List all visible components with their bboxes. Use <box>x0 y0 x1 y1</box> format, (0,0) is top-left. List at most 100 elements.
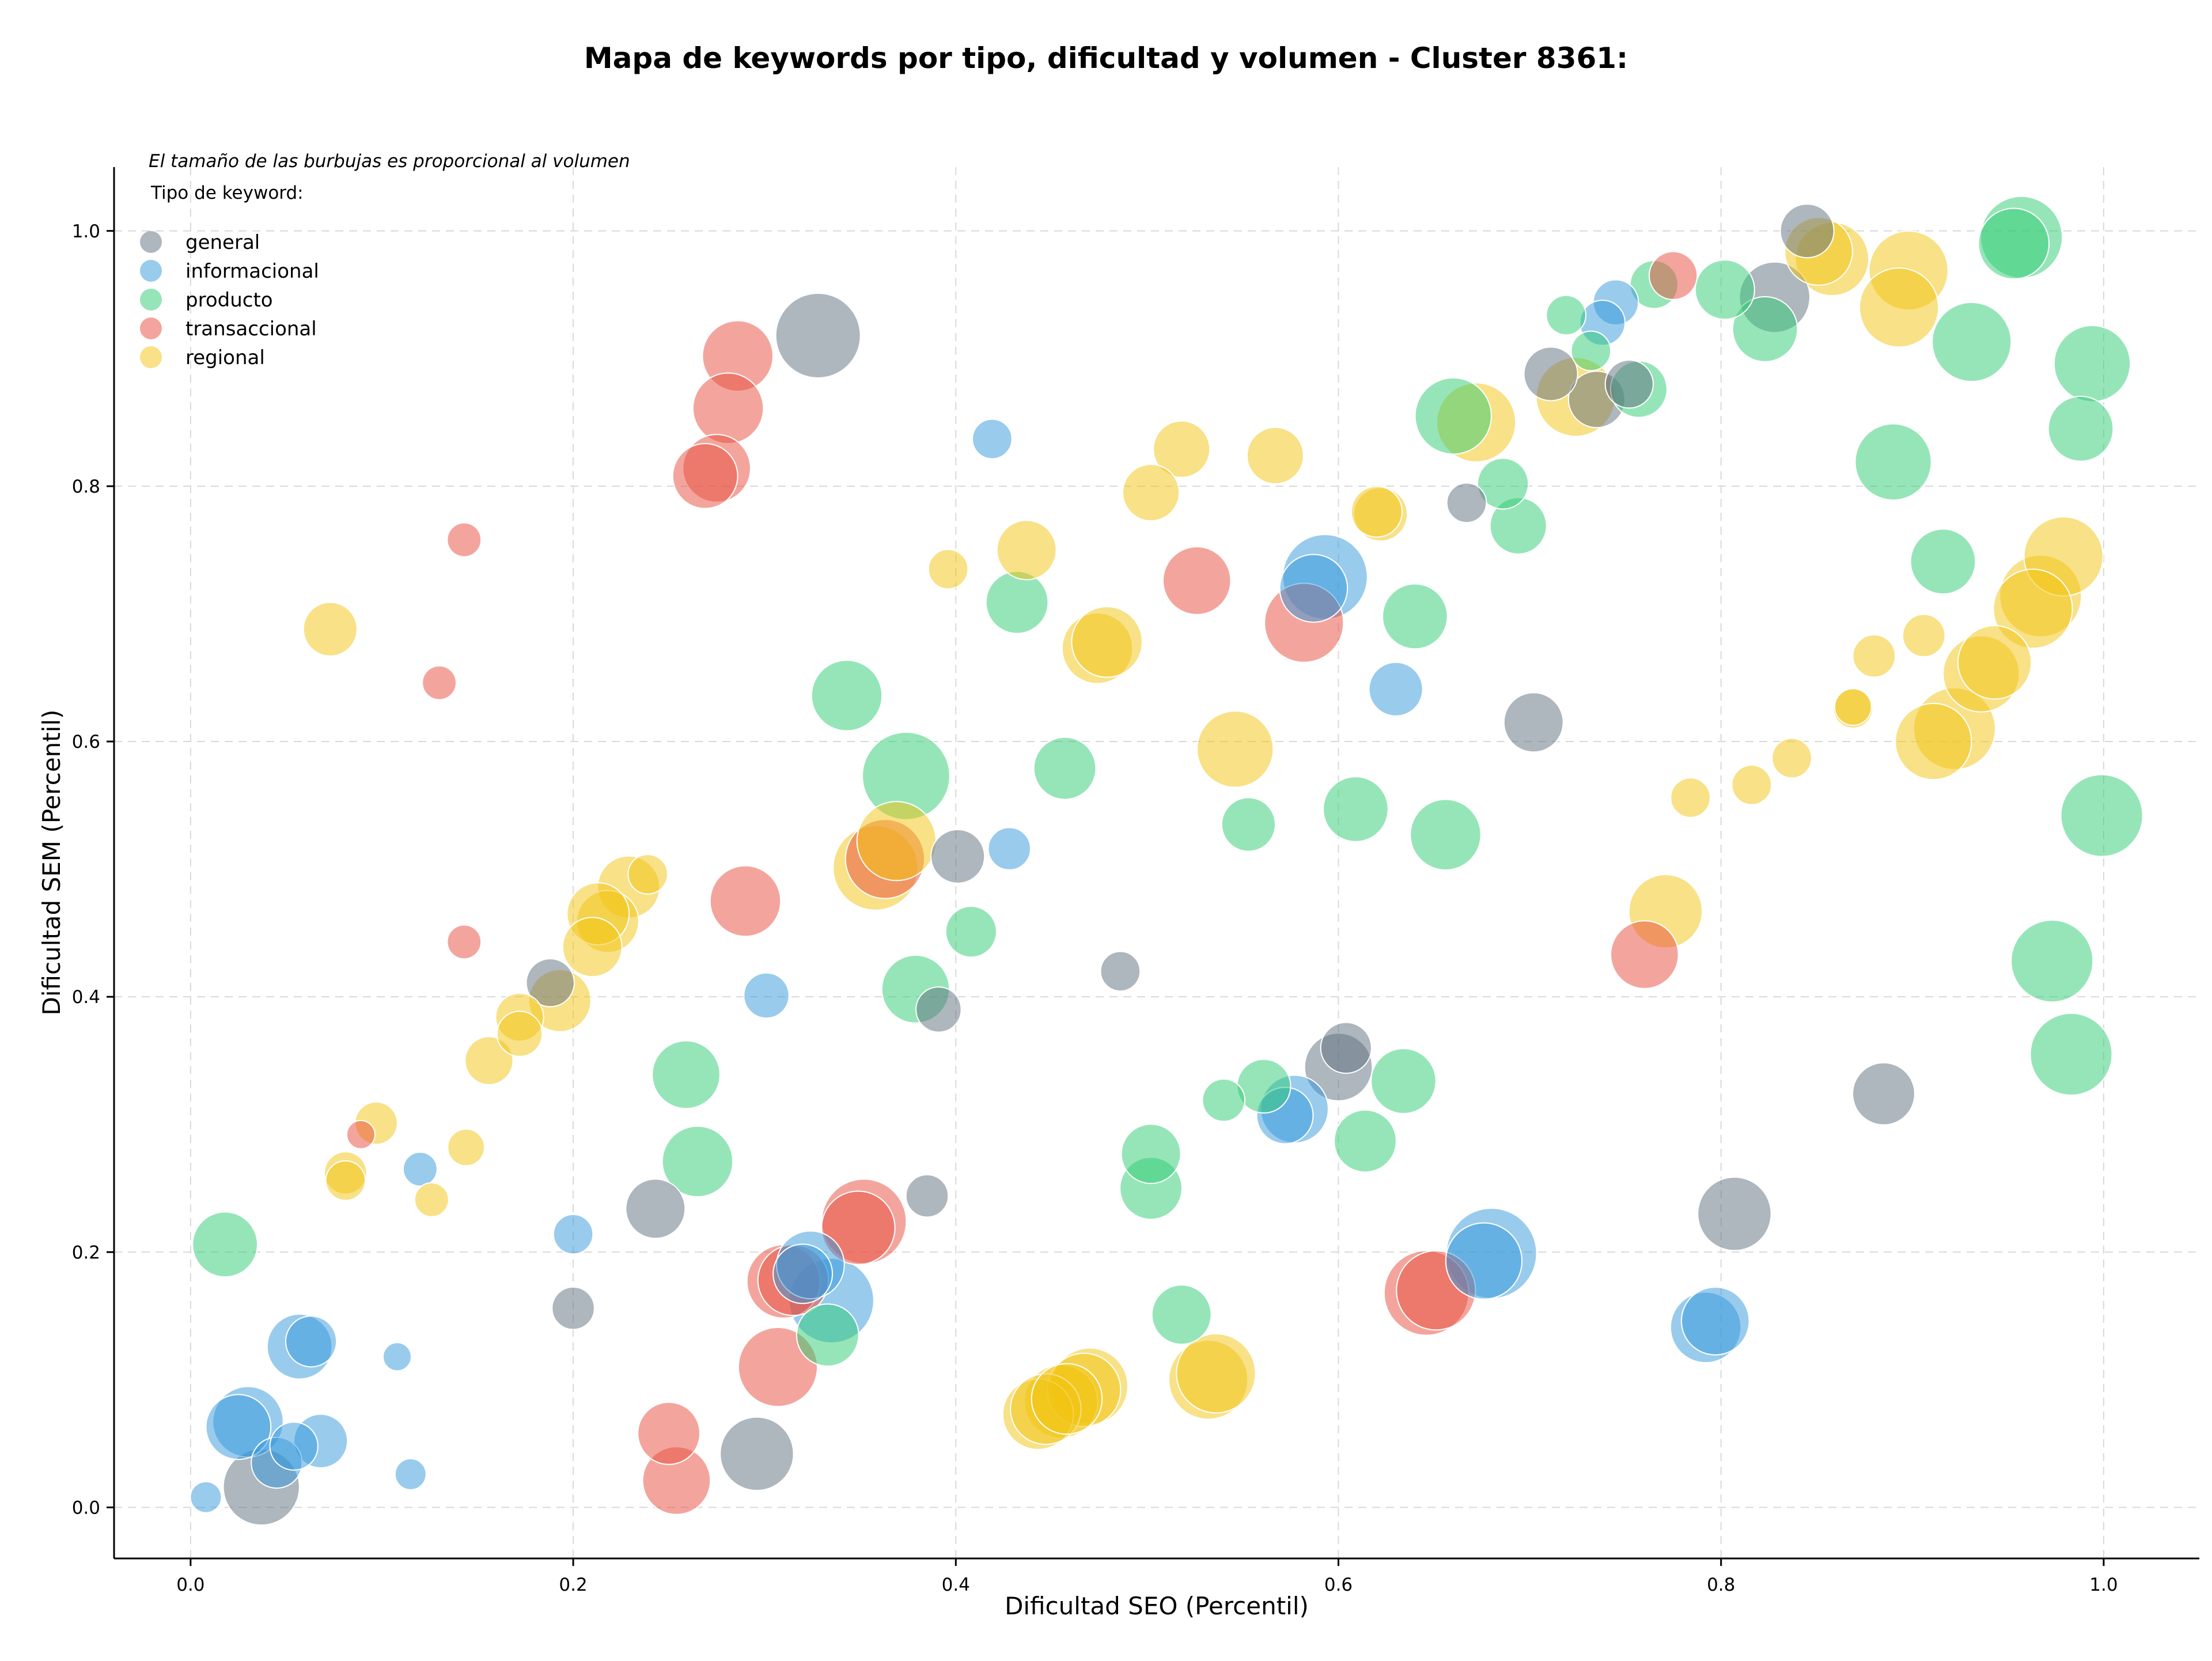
bubble-regional <box>1902 614 1946 657</box>
bubble-regional <box>1834 688 1872 727</box>
legend-marker-informacional <box>140 260 162 282</box>
bubble-general <box>1697 1176 1772 1251</box>
bubble-producto <box>1221 797 1276 852</box>
bubble-informacional <box>772 1243 834 1304</box>
legend-marker-producto <box>140 289 162 311</box>
bubble-producto <box>1236 1058 1291 1114</box>
bubble-general <box>625 1178 686 1239</box>
bubble-regional <box>1153 420 1211 478</box>
bubble-producto <box>810 660 883 732</box>
x-tick-label: 0.4 <box>942 1575 970 1595</box>
bubble-regional <box>1176 1333 1256 1414</box>
legend-label-informacional: informacional <box>185 260 319 283</box>
bubble-informacional <box>1445 1222 1523 1300</box>
bubble-general <box>1100 951 1141 992</box>
bubble-producto <box>1570 330 1612 372</box>
legend-label-regional: regional <box>185 346 265 369</box>
bubble-regional <box>1993 568 2073 649</box>
bubble-informacional <box>205 1394 272 1461</box>
bubble-informacional <box>394 1458 427 1490</box>
bubble-transaccional <box>446 522 482 558</box>
bubble-informacional <box>382 1342 412 1372</box>
bubble-producto <box>2047 395 2114 462</box>
bubble-regional <box>1031 1363 1103 1435</box>
legend-label-transaccional: transaccional <box>185 317 317 340</box>
legend-marker-general <box>140 231 162 253</box>
y-tick-label: 0.8 <box>72 476 100 497</box>
bubble-producto <box>945 906 997 958</box>
bubble-transaccional <box>1649 251 1698 300</box>
bubble-regional <box>996 520 1057 581</box>
bubble-informacional <box>285 1315 338 1368</box>
bubble-producto <box>2060 774 2143 857</box>
bubble-transaccional <box>422 665 457 701</box>
bubble-regional <box>302 601 358 657</box>
x-tick-label: 1.0 <box>2089 1575 2118 1595</box>
y-tick-label: 0.0 <box>72 1497 100 1518</box>
bubble-regional <box>1670 777 1711 818</box>
bubble-informacional <box>1680 1287 1750 1356</box>
bubble-producto <box>1033 736 1097 800</box>
bubble-general <box>775 292 861 379</box>
bubble-informacional <box>1368 661 1423 717</box>
bubble-general <box>1320 1021 1372 1074</box>
bubble-layer <box>190 195 2143 1526</box>
bubble-general <box>1779 203 1835 259</box>
bubble-informacional <box>190 1481 222 1514</box>
bubble-transaccional <box>1610 920 1679 989</box>
bubble-producto <box>652 1040 721 1110</box>
bubble-transaccional <box>446 924 482 960</box>
bubble-producto <box>1694 259 1755 320</box>
bubble-regional <box>1771 737 1812 779</box>
bubble-general <box>930 828 986 884</box>
x-tick-label: 0.2 <box>559 1575 587 1595</box>
bubble-regional <box>627 854 668 895</box>
bubble-general <box>525 958 575 1008</box>
bubble-transaccional <box>1162 546 1232 615</box>
bubble-producto <box>1381 583 1448 650</box>
bubble-general <box>551 1286 595 1330</box>
bubble-general <box>1852 1062 1915 1126</box>
bubble-regional <box>1350 486 1403 538</box>
bubble-size-note: El tamaño de las burbujas es proporciona… <box>149 151 630 172</box>
bubble-general <box>1503 692 1564 753</box>
bubble-producto <box>1370 1048 1437 1114</box>
bubble-transaccional <box>692 372 764 444</box>
bubble-producto <box>1732 296 1798 362</box>
bubble-regional <box>325 1160 366 1201</box>
y-tick-label: 0.6 <box>72 732 100 752</box>
bubble-producto <box>1978 207 2050 280</box>
bubble-regional <box>1246 426 1304 485</box>
legend-items: general informacional producto transacciona… <box>140 231 319 369</box>
bubble-informacional <box>743 972 790 1019</box>
legend: Tipo de keyword: general informacional pro… <box>140 183 319 369</box>
bubble-producto <box>985 570 1049 634</box>
bubble-producto <box>1120 1123 1181 1185</box>
bubble-transaccional <box>821 1190 896 1265</box>
bubble-regional <box>856 801 937 881</box>
bubble-producto <box>2010 920 2094 1003</box>
bubble-regional <box>1731 765 1772 805</box>
bubble-regional <box>1858 267 1940 348</box>
bubble-informacional <box>972 418 1013 460</box>
bubble-general <box>1446 482 1487 524</box>
bubble-regional <box>927 548 969 590</box>
bubble-producto <box>661 1125 734 1198</box>
bubble-transaccional <box>637 1401 701 1465</box>
legend-label-producto: producto <box>185 289 273 312</box>
bubble-producto <box>1334 1109 1397 1173</box>
bubble-regional <box>1071 606 1143 678</box>
legend-marker-regional <box>140 346 162 368</box>
bubble-informacional <box>269 1421 319 1471</box>
x-tick-label: 0.0 <box>176 1575 204 1595</box>
bubble-regional <box>1122 463 1180 521</box>
bubble-producto <box>1854 423 1932 501</box>
bubble-transaccional <box>709 865 782 937</box>
bubble-regional <box>1957 625 2032 700</box>
bubble-transaccional <box>346 1119 376 1149</box>
bubble-general <box>905 1174 949 1218</box>
bubble-regional <box>464 1036 514 1085</box>
legend-title: Tipo de keyword: <box>150 183 304 203</box>
bubble-transaccional <box>737 1327 819 1408</box>
x-axis-label: Dificultad SEO (Percentil) <box>1005 1592 1309 1620</box>
